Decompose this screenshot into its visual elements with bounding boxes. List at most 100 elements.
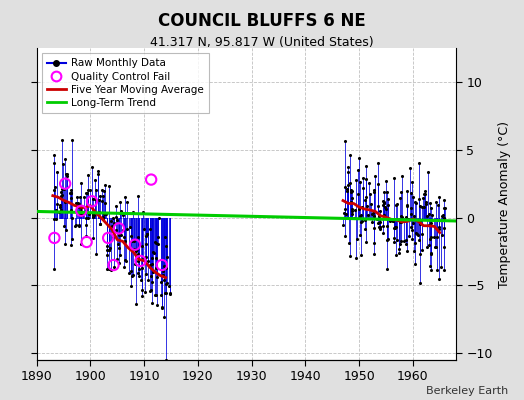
Point bbox=[150, 250, 159, 257]
Point bbox=[62, 171, 71, 177]
Point bbox=[130, 238, 138, 245]
Point bbox=[391, 202, 400, 208]
Point bbox=[117, 232, 126, 238]
Point bbox=[89, 196, 97, 202]
Point bbox=[407, 190, 415, 196]
Point bbox=[97, 187, 106, 194]
Point bbox=[162, 242, 170, 249]
Point bbox=[119, 212, 127, 218]
Point bbox=[103, 266, 111, 272]
Point bbox=[400, 238, 408, 244]
Point bbox=[346, 179, 354, 186]
Point bbox=[411, 261, 419, 267]
Point bbox=[148, 269, 157, 276]
Point bbox=[341, 206, 349, 212]
Point bbox=[401, 241, 410, 248]
Point bbox=[410, 198, 419, 205]
Point bbox=[364, 212, 372, 218]
Point bbox=[432, 199, 440, 205]
Point bbox=[101, 200, 109, 207]
Point bbox=[346, 253, 354, 259]
Point bbox=[123, 199, 132, 206]
Point bbox=[84, 172, 92, 178]
Point bbox=[369, 213, 378, 219]
Point bbox=[416, 251, 424, 257]
Point bbox=[427, 250, 435, 256]
Point bbox=[57, 207, 66, 214]
Point bbox=[369, 210, 378, 216]
Point bbox=[53, 169, 62, 175]
Point bbox=[348, 205, 357, 212]
Point bbox=[431, 244, 439, 250]
Point bbox=[92, 187, 101, 194]
Point bbox=[396, 240, 404, 247]
Point bbox=[151, 255, 160, 261]
Legend: Raw Monthly Data, Quality Control Fail, Five Year Moving Average, Long-Term Tren: Raw Monthly Data, Quality Control Fail, … bbox=[42, 53, 209, 113]
Point bbox=[115, 231, 123, 238]
Point bbox=[147, 272, 156, 279]
Point bbox=[79, 209, 88, 216]
Point bbox=[403, 202, 411, 208]
Point bbox=[138, 256, 147, 263]
Point bbox=[77, 208, 85, 214]
Point bbox=[107, 218, 115, 224]
Point bbox=[134, 258, 143, 264]
Point bbox=[148, 260, 156, 267]
Point bbox=[407, 224, 415, 230]
Point bbox=[126, 232, 135, 239]
Point bbox=[68, 215, 77, 221]
Point bbox=[116, 199, 124, 205]
Point bbox=[389, 239, 398, 245]
Point bbox=[374, 220, 383, 226]
Point bbox=[160, 314, 169, 320]
Point bbox=[107, 223, 116, 229]
Point bbox=[148, 254, 156, 261]
Point bbox=[385, 216, 394, 222]
Point bbox=[427, 250, 435, 257]
Point bbox=[427, 204, 435, 211]
Point bbox=[365, 180, 374, 186]
Point bbox=[376, 224, 385, 230]
Point bbox=[384, 202, 392, 208]
Point bbox=[353, 236, 362, 243]
Point bbox=[89, 211, 97, 218]
Point bbox=[166, 291, 174, 297]
Point bbox=[415, 160, 423, 166]
Point bbox=[370, 187, 378, 194]
Point bbox=[140, 288, 149, 295]
Point bbox=[85, 211, 93, 217]
Point bbox=[402, 213, 410, 220]
Point bbox=[438, 212, 446, 219]
Point bbox=[390, 234, 398, 241]
Point bbox=[125, 270, 133, 276]
Point bbox=[160, 290, 169, 296]
Point bbox=[119, 233, 128, 240]
Point bbox=[398, 173, 406, 180]
Point bbox=[361, 217, 369, 224]
Point bbox=[152, 240, 160, 246]
Point bbox=[440, 215, 449, 221]
Point bbox=[127, 267, 135, 274]
Point bbox=[392, 237, 401, 243]
Point bbox=[57, 193, 66, 199]
Point bbox=[389, 218, 397, 224]
Point bbox=[343, 164, 352, 170]
Point bbox=[121, 194, 129, 200]
Point bbox=[355, 232, 364, 238]
Point bbox=[402, 237, 411, 244]
Point bbox=[418, 231, 426, 237]
Point bbox=[383, 237, 391, 243]
Point bbox=[428, 212, 436, 218]
Point bbox=[147, 286, 156, 293]
Point bbox=[347, 199, 355, 206]
Point bbox=[162, 265, 170, 272]
Point bbox=[359, 185, 367, 192]
Point bbox=[341, 233, 350, 240]
Point bbox=[72, 222, 80, 228]
Point bbox=[84, 215, 93, 222]
Point bbox=[416, 221, 424, 228]
Point bbox=[422, 199, 431, 206]
Point bbox=[358, 218, 367, 224]
Point bbox=[376, 218, 384, 225]
Point bbox=[375, 213, 384, 219]
